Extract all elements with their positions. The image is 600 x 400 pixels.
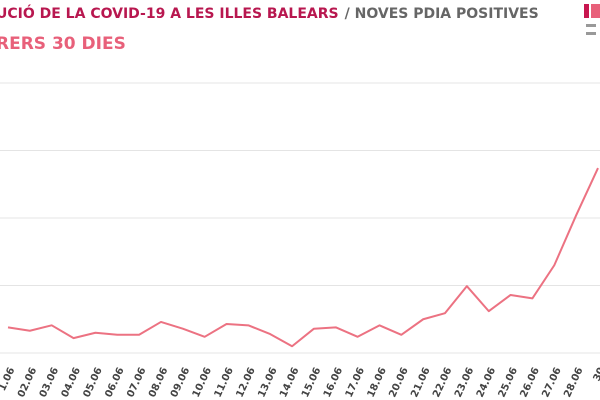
chart-title: UCIÓ DE LA COVID-19 A LES ILLES BALEARS /… bbox=[0, 4, 539, 22]
data-line bbox=[7, 167, 599, 348]
x-tick-label: 23.06 bbox=[453, 366, 476, 399]
logo-bar bbox=[591, 4, 600, 18]
x-tick-label: 16.06 bbox=[322, 366, 345, 399]
x-tick-label: 13.06 bbox=[256, 366, 279, 399]
x-tick-label: 05.06 bbox=[82, 366, 105, 399]
x-tick-label: 11.06 bbox=[213, 366, 236, 399]
logo-text bbox=[586, 32, 596, 35]
x-tick-label: 26.06 bbox=[519, 366, 542, 399]
chart-subtitle: RERS 30 DIES bbox=[0, 34, 126, 54]
x-tick-label: 04.06 bbox=[60, 366, 83, 399]
title-main: UCIÓ DE LA COVID-19 A LES ILLES BALEARS bbox=[0, 4, 339, 22]
logo-text bbox=[586, 24, 596, 27]
x-tick-label: 27.06 bbox=[540, 366, 563, 399]
logo-bar bbox=[584, 4, 589, 18]
x-tick-label: 18.06 bbox=[366, 366, 389, 399]
x-tick-label: 20.06 bbox=[387, 366, 410, 399]
x-tick-label: 17.06 bbox=[344, 366, 367, 399]
x-tick-label: 22.06 bbox=[431, 366, 454, 399]
x-tick-label: 02.06 bbox=[16, 366, 39, 399]
x-tick-label: 06.06 bbox=[103, 366, 126, 399]
x-tick-label: 24.06 bbox=[475, 366, 498, 399]
x-tick-label: 21.06 bbox=[409, 366, 432, 399]
x-tick-label: 12.06 bbox=[234, 366, 257, 399]
x-tick-label: 09.06 bbox=[169, 366, 192, 399]
x-tick-label: 10.06 bbox=[191, 366, 214, 399]
x-tick-label: 15.06 bbox=[300, 366, 323, 399]
x-tick-label: 1.06 bbox=[0, 366, 17, 393]
x-tick-label: 25.06 bbox=[497, 366, 520, 399]
x-tick-label: 08.06 bbox=[147, 366, 170, 399]
x-tick-label: 03.06 bbox=[38, 366, 61, 399]
x-tick-label: 28.06 bbox=[562, 366, 585, 399]
x-tick-label: 30 bbox=[592, 366, 600, 383]
x-tick-label: 14.06 bbox=[278, 366, 301, 399]
x-tick-label: 07.06 bbox=[125, 366, 148, 399]
logo bbox=[584, 4, 600, 35]
title-suffix: / NOVES PDIA POSITIVES bbox=[345, 6, 539, 22]
